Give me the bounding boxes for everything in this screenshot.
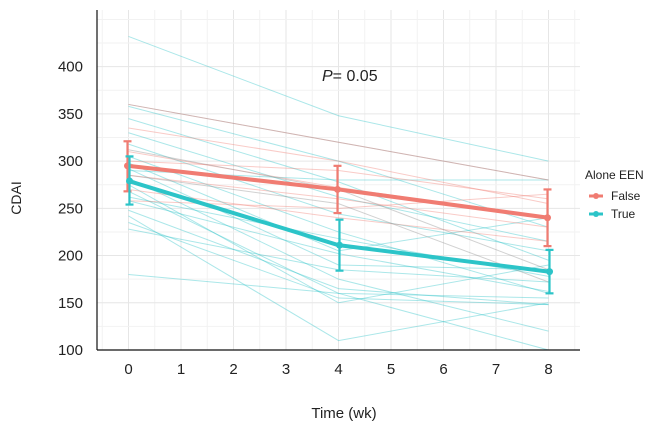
x-tick-label: 6 — [439, 361, 447, 378]
legend-entry-false: False — [589, 189, 641, 203]
data-point-true — [546, 268, 553, 276]
x-tick-label: 7 — [492, 361, 500, 378]
y-tick-label: 350 — [58, 106, 83, 123]
x-tick-label: 5 — [387, 361, 395, 378]
y-tick-label: 250 — [58, 200, 83, 217]
individual-line-true — [128, 177, 549, 332]
p-value-text: = 0.05 — [333, 68, 378, 85]
data-point-true — [126, 177, 133, 185]
legend-title: Alone EEN — [585, 168, 644, 182]
data-point-false — [544, 214, 551, 222]
legend-label-true: True — [611, 207, 636, 221]
individual-line-other — [128, 103, 549, 181]
individual-line-true — [128, 184, 549, 304]
individual-line-true — [128, 209, 549, 306]
x-tick-label: 3 — [282, 361, 290, 378]
mean-series — [123, 140, 554, 295]
data-point-true — [336, 241, 343, 249]
x-axis-label: Time (wk) — [311, 405, 376, 422]
y-tick-label: 200 — [58, 248, 83, 265]
legend-label-false: False — [611, 189, 641, 203]
legend: Alone EEN False True — [585, 168, 644, 221]
individual-line-true — [128, 105, 549, 228]
individual-line-true — [128, 35, 549, 162]
x-tick-label: 4 — [334, 361, 342, 378]
y-axis-label: CDAI — [8, 181, 24, 214]
legend-marker-false — [593, 193, 599, 199]
y-tick-label: 300 — [58, 153, 83, 170]
p-value-italic: P — [322, 68, 333, 85]
individual-line-false — [128, 103, 549, 181]
individual-line-true — [128, 273, 549, 299]
tick-labels: 0 1 2 3 4 5 6 7 8 100 150 200 250 300 350 400 — [58, 59, 553, 378]
legend-entry-true: True — [589, 207, 636, 221]
individual-line-true — [128, 190, 549, 351]
data-point-false — [334, 185, 341, 193]
x-tick-label: 2 — [229, 361, 237, 378]
individual-line-true — [128, 215, 549, 342]
p-value-annotation: P= 0.05 — [322, 68, 378, 85]
individual-line-true — [128, 222, 549, 306]
legend-marker-true — [593, 211, 599, 217]
y-tick-label: 400 — [58, 59, 83, 76]
axes — [96, 10, 580, 351]
x-tick-label: 0 — [124, 361, 132, 378]
x-tick-label: 8 — [544, 361, 552, 378]
individual-line-false — [128, 188, 549, 242]
y-tick-label: 150 — [58, 295, 83, 312]
y-tick-label: 100 — [58, 342, 83, 359]
x-tick-label: 1 — [177, 361, 185, 378]
individual-line-false — [128, 127, 549, 205]
